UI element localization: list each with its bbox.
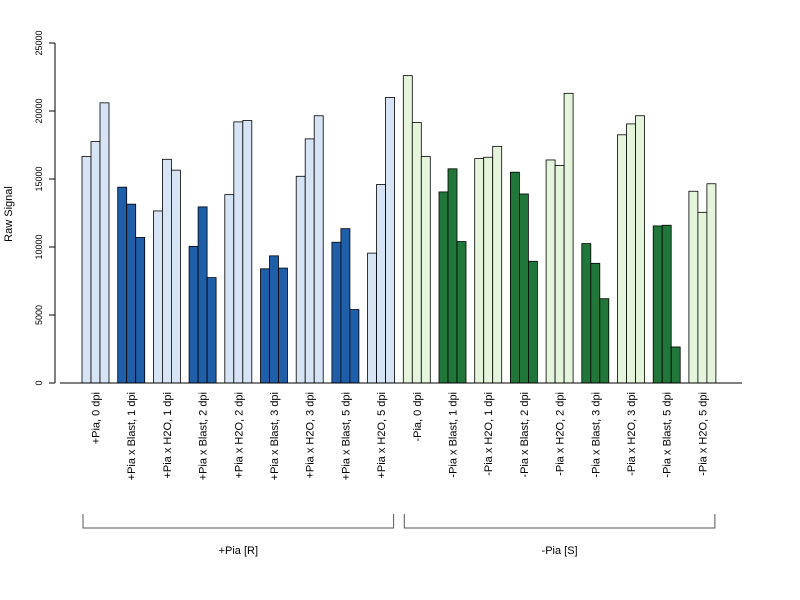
bar xyxy=(509,171,520,384)
category-label: +Pia x Blast, 3 dpi xyxy=(269,392,281,480)
bar xyxy=(385,97,396,384)
group-bracket xyxy=(403,514,716,529)
bar xyxy=(90,141,101,384)
y-axis: 0 5000 10000 15000 20000 25000 xyxy=(34,30,56,386)
bars xyxy=(81,75,717,384)
group-brackets: +Pia [R] -Pia [S] xyxy=(82,514,716,557)
bar xyxy=(438,191,449,384)
bar xyxy=(349,309,360,384)
category-label: -Pia, 0 dpi xyxy=(412,392,424,442)
y-tick-label: 10000 xyxy=(34,234,44,259)
bar xyxy=(697,211,708,384)
bar xyxy=(126,203,137,384)
group-label: -Pia [S] xyxy=(542,545,578,557)
bar xyxy=(599,298,610,384)
category-label: -Pia x Blast, 2 dpi xyxy=(519,392,531,478)
y-tick-label: 20000 xyxy=(34,98,44,123)
category-label: +Pia x Blast, 2 dpi xyxy=(198,392,210,480)
bar xyxy=(197,206,208,384)
bar xyxy=(706,183,717,384)
bar xyxy=(81,156,92,384)
bar xyxy=(528,260,538,384)
bar xyxy=(492,145,503,384)
bar xyxy=(420,156,431,384)
bar xyxy=(626,123,636,384)
bar xyxy=(242,120,253,384)
bar xyxy=(483,156,494,384)
bar xyxy=(670,346,681,384)
category-label: -Pia x Blast, 3 dpi xyxy=(590,392,602,478)
group-label: +Pia [R] xyxy=(219,545,258,557)
bar xyxy=(331,241,342,384)
bar xyxy=(170,169,181,384)
category-label: +Pia x H2O, 3 dpi xyxy=(305,392,317,479)
bar xyxy=(152,210,163,384)
bar xyxy=(376,184,387,384)
category-label: +Pia x Blast, 1 dpi xyxy=(126,392,138,480)
bar xyxy=(99,102,110,384)
bar xyxy=(367,252,378,384)
category-label: -Pia x Blast, 1 dpi xyxy=(448,392,460,478)
bar xyxy=(581,243,592,384)
y-tick-label: 15000 xyxy=(34,166,44,191)
bar xyxy=(635,115,645,384)
y-tick-label: 0 xyxy=(34,380,44,385)
category-label: +Pia x H2O, 5 dpi xyxy=(376,392,388,479)
bar xyxy=(554,164,565,384)
bar xyxy=(206,277,217,384)
bar xyxy=(135,237,146,384)
category-label: -Pia x H2O, 1 dpi xyxy=(483,392,495,476)
y-tick-label: 25000 xyxy=(34,30,44,55)
bar xyxy=(688,190,699,384)
bar xyxy=(117,186,128,384)
bar xyxy=(519,193,529,384)
bar xyxy=(474,158,485,384)
bar xyxy=(188,245,199,384)
bar xyxy=(652,225,663,384)
bar xyxy=(260,268,270,384)
bar xyxy=(224,194,235,384)
category-labels: +Pia, 0 dpi +Pia x Blast, 1 dpi +Pia x H2O… xyxy=(91,392,710,480)
category-label: -Pia x H2O, 2 dpi xyxy=(555,392,567,476)
category-label: +Pia x Blast, 5 dpi xyxy=(340,392,352,480)
category-label: -Pia x Blast, 5 dpi xyxy=(662,392,674,478)
category-label: +Pia, 0 dpi xyxy=(91,392,103,444)
y-tick-label: 5000 xyxy=(34,305,44,325)
category-label: +Pia x H2O, 2 dpi xyxy=(233,392,245,479)
bar xyxy=(661,224,672,384)
bar xyxy=(456,241,467,384)
bar xyxy=(447,168,458,384)
category-label: -Pia x H2O, 5 dpi xyxy=(697,392,709,476)
bar xyxy=(313,115,324,384)
bar xyxy=(617,134,627,384)
bar xyxy=(295,175,306,384)
bar xyxy=(161,158,172,384)
bar xyxy=(563,92,574,384)
group-bracket xyxy=(82,514,395,529)
bar xyxy=(411,122,422,384)
category-label: +Pia x H2O, 1 dpi xyxy=(162,392,174,479)
bar xyxy=(269,255,279,384)
bar xyxy=(278,267,288,384)
bar xyxy=(304,138,315,384)
bar xyxy=(590,262,601,384)
bar xyxy=(340,228,351,384)
category-label: -Pia x H2O, 3 dpi xyxy=(626,392,638,476)
bar xyxy=(402,75,413,384)
bar xyxy=(545,159,556,384)
y-axis-title: Raw Signal xyxy=(3,186,15,242)
bar xyxy=(233,121,244,384)
